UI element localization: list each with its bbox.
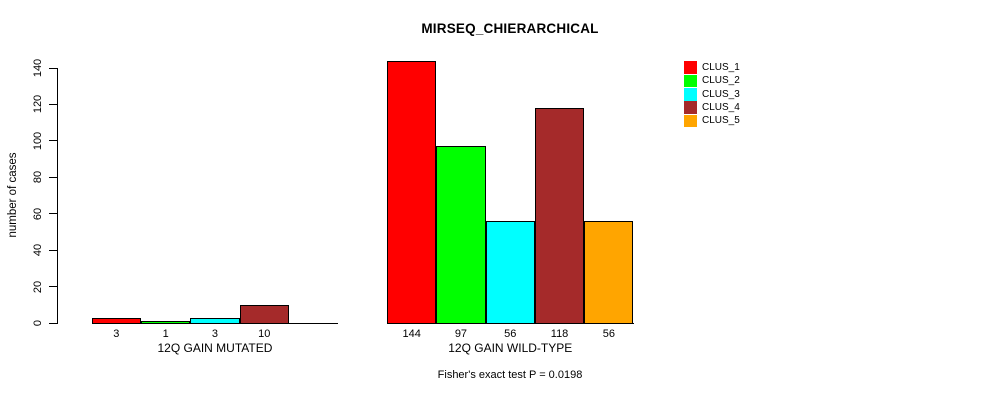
bar [91, 317, 141, 324]
bar-value-label: 1 [162, 328, 169, 340]
legend-swatch [684, 114, 697, 128]
footer-caption: Fisher's exact test P = 0.0198 [437, 369, 583, 381]
legend-item: CLUS_4 [684, 101, 740, 114]
bar-value-label: 97 [454, 328, 468, 340]
legend-item: CLUS_3 [684, 87, 740, 101]
bar-value-label: 3 [113, 328, 120, 340]
y-axis-line [57, 67, 58, 324]
y-tick [49, 103, 57, 105]
bar [387, 60, 437, 324]
legend-label: CLUS_2 [702, 75, 740, 87]
bar [239, 304, 289, 324]
y-tick-label: 60 [32, 207, 44, 220]
y-tick [49, 140, 57, 142]
bar [485, 221, 535, 324]
bar-value-label: 56 [504, 328, 517, 340]
legend-label: CLUS_3 [702, 88, 740, 100]
bar-value-label: 3 [211, 328, 218, 340]
bar-value-label: 118 [550, 328, 569, 340]
y-axis-label: number of cases [7, 152, 19, 238]
bar-value-label: 56 [602, 328, 615, 340]
legend-label: CLUS_5 [702, 115, 740, 127]
bar [534, 108, 585, 324]
group-label: 12Q GAIN WILD-TYPE [448, 341, 573, 355]
y-tick [49, 176, 57, 178]
bar [436, 146, 486, 324]
y-tick-label: 0 [32, 319, 44, 327]
bar [190, 317, 240, 324]
bar [141, 321, 191, 324]
y-tick [49, 249, 57, 251]
legend-swatch [684, 101, 697, 114]
y-tick [49, 213, 57, 215]
y-tick-label: 40 [32, 244, 44, 257]
chart-title: MIRSEQ_CHIERARCHICAL [421, 21, 599, 36]
y-tick-label: 20 [32, 280, 44, 293]
legend-swatch [684, 61, 697, 74]
legend-label: CLUS_1 [702, 62, 740, 74]
legend-swatch [684, 74, 697, 88]
y-tick [49, 67, 57, 69]
bar-value-label: 10 [258, 328, 271, 340]
y-tick [49, 322, 57, 324]
group-label: 12Q GAIN MUTATED [157, 341, 273, 355]
y-tick-label: 120 [32, 95, 44, 114]
legend-item: CLUS_1 [684, 61, 740, 74]
legend: CLUS_1 CLUS_2 CLUS_3 CLUS_4 CLUS_5 [684, 61, 740, 128]
y-tick-label: 140 [32, 58, 44, 78]
bar [584, 221, 634, 324]
legend-item: CLUS_2 [684, 74, 740, 88]
legend-label: CLUS_4 [702, 102, 740, 114]
y-tick [49, 286, 57, 288]
bar-value-label: 144 [402, 328, 421, 340]
y-tick-label: 100 [32, 131, 44, 151]
legend-swatch [684, 87, 697, 101]
y-tick-label: 80 [32, 171, 44, 184]
legend-item: CLUS_5 [684, 114, 740, 128]
